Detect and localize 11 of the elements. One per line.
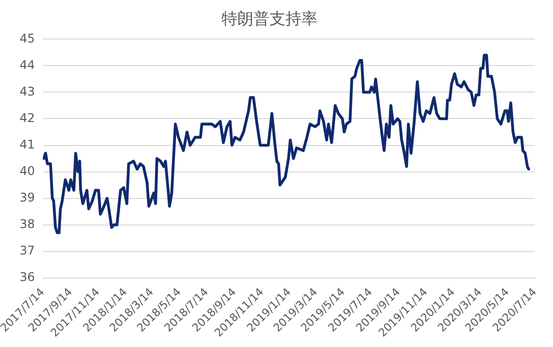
y-tick-label: 43 <box>20 84 35 98</box>
y-tick-label: 44 <box>20 58 35 72</box>
y-tick-label: 40 <box>20 164 35 178</box>
y-tick-label: 42 <box>20 110 35 125</box>
chart-title: 特朗普支持率 <box>222 8 318 28</box>
y-tick-label: 36 <box>20 270 35 284</box>
y-tick-label: 45 <box>20 31 35 46</box>
y-tick-label: 37 <box>20 243 35 258</box>
y-tick-label: 39 <box>20 190 35 204</box>
y-tick-label: 41 <box>20 137 35 152</box>
y-tick-label: 38 <box>20 216 35 231</box>
